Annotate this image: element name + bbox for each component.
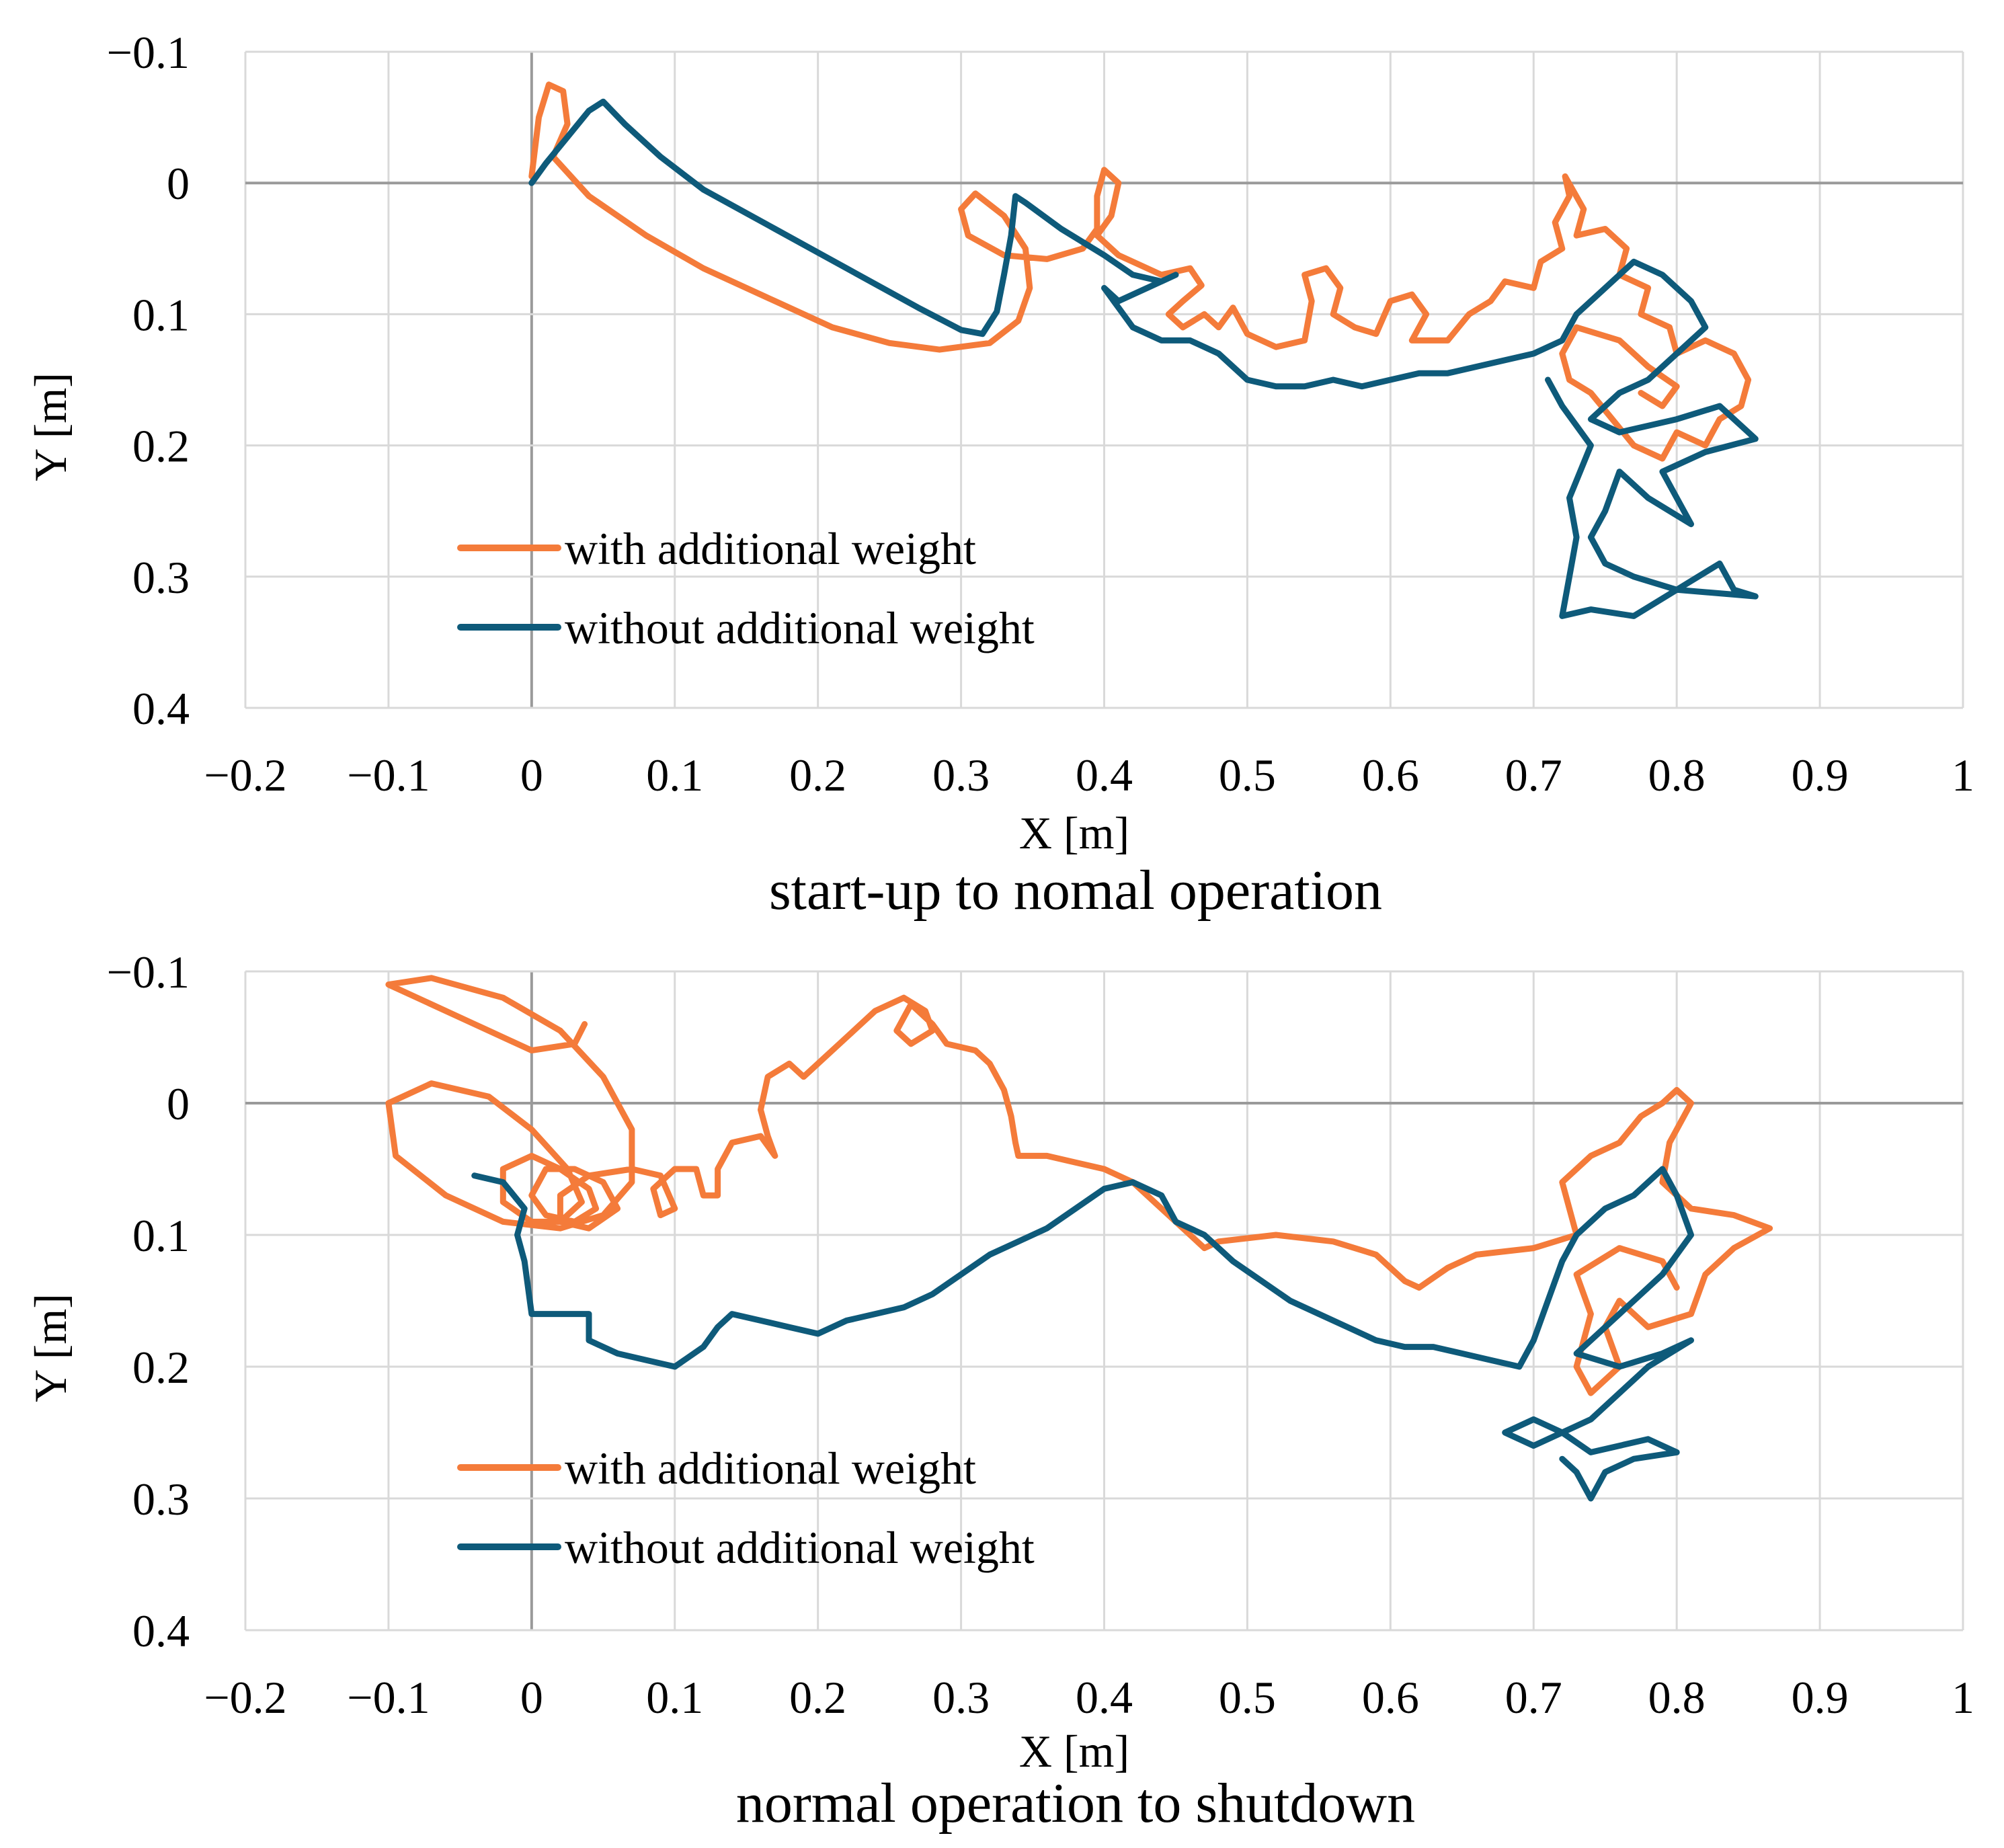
y-tick-label: 0 (167, 1078, 190, 1129)
series-group (385, 975, 1773, 1502)
y-tick-label: 0.1 (132, 1210, 190, 1261)
series-with-weight (528, 81, 1752, 462)
chart-start-up: −0.2 −0.1 0 0.1 0.2 0.3 0.4 0.5 0.6 0.7 0.8 0.9 1 −0… (25, 27, 1974, 922)
y-tick-label: 0.4 (132, 1605, 190, 1656)
x-tick-label: −0.1 (347, 750, 430, 801)
chart-shutdown: −0.2 −0.1 0 0.1 0.2 0.3 0.4 0.5 0.6 0.7 0.8 0.9 1 −0… (25, 947, 1974, 1835)
x-tick-label: 0.7 (1505, 1672, 1562, 1723)
x-tick-label: 0.5 (1219, 1672, 1276, 1723)
y-tick-label: −0.1 (107, 27, 190, 78)
y-tick-label: 0.1 (132, 289, 190, 340)
y-tick-label: 0.2 (132, 421, 190, 472)
legend-label: with additional weight (565, 1443, 976, 1494)
y-tick-label: 0 (167, 158, 190, 209)
chart-title: normal operation to shutdown (736, 1772, 1415, 1835)
y-tick-labels: −0.1 0 0.1 0.2 0.3 0.4 (107, 947, 190, 1656)
chart-title: start-up to nomal operation (769, 859, 1382, 922)
x-tick-label: 0.5 (1219, 750, 1276, 801)
x-tick-label: 0.2 (789, 1672, 846, 1723)
x-tick-label: −0.1 (347, 1672, 430, 1723)
x-tick-label: 1 (1952, 1672, 1974, 1723)
x-axis-label: X [m] (1019, 1726, 1129, 1777)
y-axis-label: Y [m] (25, 1293, 76, 1402)
legend: with additional weight without additional… (457, 1443, 1035, 1573)
series-without-weight (528, 98, 1759, 619)
x-tick-label: 0.8 (1648, 1672, 1706, 1723)
x-tick-label: 0.9 (1792, 1672, 1849, 1723)
x-tick-label: 0.6 (1362, 750, 1419, 801)
x-tick-label: 0.4 (1076, 750, 1133, 801)
y-tick-label: 0.3 (132, 552, 190, 603)
x-tick-label: 0.3 (932, 1672, 990, 1723)
series-without-weight (471, 1166, 1694, 1502)
y-tick-label: −0.1 (107, 947, 190, 998)
x-tick-labels: −0.2 −0.1 0 0.1 0.2 0.3 0.4 0.5 0.6 0.7 0.8 0.9 1 (204, 1672, 1974, 1723)
x-tick-label: 0.1 (646, 1672, 703, 1723)
y-tick-label: 0.4 (132, 683, 190, 734)
x-tick-label: 0.8 (1648, 750, 1706, 801)
x-tick-label: 0.7 (1505, 750, 1562, 801)
grid-lines (244, 50, 1964, 709)
x-tick-label: −0.2 (204, 750, 286, 801)
series-group (528, 81, 1759, 619)
y-tick-labels: −0.1 0 0.1 0.2 0.3 0.4 (107, 27, 190, 734)
x-tick-label: 0.6 (1362, 1672, 1419, 1723)
y-tick-label: 0.2 (132, 1342, 190, 1393)
legend: with additional weight without additional… (457, 523, 1035, 653)
legend-label: with additional weight (565, 523, 976, 574)
x-tick-label: 1 (1952, 750, 1974, 801)
x-tick-label: 0.4 (1076, 1672, 1133, 1723)
x-tick-label: 0.3 (932, 750, 990, 801)
x-tick-label: 0.1 (646, 750, 703, 801)
y-tick-label: 0.3 (132, 1474, 190, 1525)
x-tick-label: 0 (520, 1672, 543, 1723)
legend-label: without additional weight (565, 1522, 1035, 1573)
x-tick-label: −0.2 (204, 1672, 286, 1723)
series-with-weight (385, 975, 1773, 1396)
x-tick-label: 0.2 (789, 750, 846, 801)
x-tick-labels: −0.2 −0.1 0 0.1 0.2 0.3 0.4 0.5 0.6 0.7 0.8 0.9 1 (204, 750, 1974, 801)
y-axis-label: Y [m] (25, 372, 76, 481)
x-axis-label: X [m] (1019, 807, 1129, 858)
grid-lines (244, 970, 1964, 1632)
x-tick-label: 0.9 (1792, 750, 1849, 801)
legend-label: without additional weight (565, 602, 1035, 653)
x-tick-label: 0 (520, 750, 543, 801)
